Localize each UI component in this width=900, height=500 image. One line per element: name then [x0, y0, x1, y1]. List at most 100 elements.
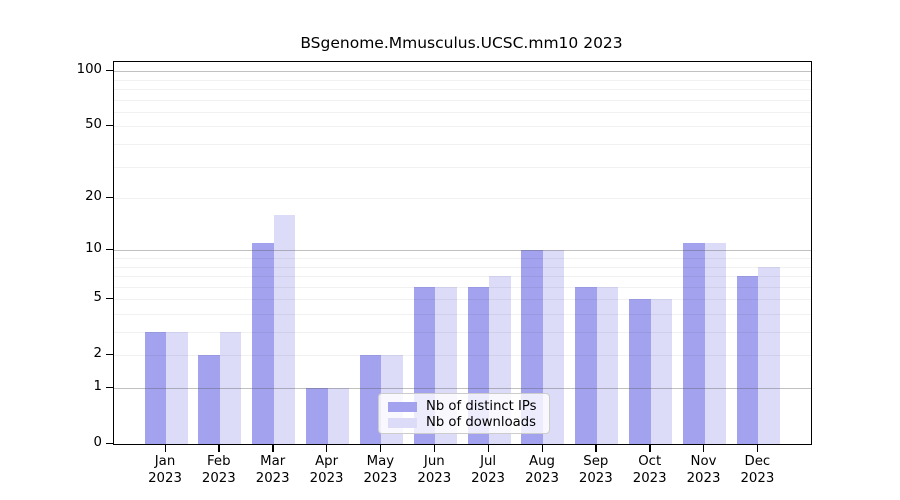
x-tick-label-jan: Jan 2023: [133, 453, 197, 487]
legend-swatch-distinct-ips: [388, 402, 417, 412]
x-tick-mark-dec: [756, 444, 759, 452]
x-tick-year: 2023: [686, 471, 721, 486]
bar-distinct-ips-sep: [575, 286, 597, 444]
gridline-minor-8: [114, 266, 811, 268]
gridline-minor-4: [114, 314, 811, 315]
gridline-major-100: [114, 71, 811, 73]
y-tick-mark-50: [106, 124, 113, 127]
x-tick-mark-mar: [272, 444, 274, 452]
x-tick-label-dec: Dec 2023: [725, 453, 789, 487]
gridline-major-10: [114, 250, 811, 252]
x-tick-year: 2023: [578, 471, 613, 486]
chart-title: BSgenome.Mmusculus.UCSC.mm10 2023: [300, 34, 623, 52]
y-tick-label-100: 100: [76, 62, 102, 78]
x-tick-month: Feb: [207, 454, 231, 469]
x-tick-year: 2023: [201, 471, 236, 486]
gridline-minor-9: [114, 258, 811, 259]
x-tick-label-feb: Feb 2023: [187, 453, 251, 487]
y-tick-mark-1: [106, 386, 113, 388]
x-tick-month: Jul: [480, 454, 497, 469]
x-tick-label-may: May 2023: [348, 453, 412, 487]
x-tick-mark-oct: [649, 444, 651, 452]
x-tick-label-nov: Nov 2023: [672, 453, 736, 487]
x-tick-label-oct: Oct 2023: [618, 453, 682, 487]
x-tick-label-apr: Apr 2023: [295, 453, 359, 487]
x-tick-mark-aug: [541, 444, 543, 452]
bar-distinct-ips-oct: [629, 299, 651, 444]
legend-item-distinct-ips: Nb of distinct IPs: [388, 399, 540, 415]
y-tick-label-0: 0: [93, 435, 102, 450]
x-tick-month: May: [366, 454, 395, 469]
x-tick-month: Mar: [260, 454, 286, 469]
bar-downloads-nov: [704, 243, 726, 444]
bar-downloads-feb: [219, 332, 242, 444]
bar-downloads-jan: [166, 332, 188, 444]
y-tick-mark-20: [106, 196, 113, 198]
x-tick-month: Jan: [154, 454, 176, 469]
gridlines-layer: [114, 62, 811, 444]
x-tick-mark-nov: [703, 444, 705, 452]
bar-downloads-oct: [650, 299, 673, 444]
x-tick-month: Dec: [744, 454, 771, 469]
x-tick-year: 2023: [309, 471, 344, 486]
plot-area: Nb of distinct IPs Nb of downloads: [113, 61, 812, 445]
x-tick-year: 2023: [417, 471, 452, 486]
y-tick-label-1: 1: [93, 379, 102, 394]
x-tick-mark-sep: [595, 444, 597, 452]
bar-distinct-ips-nov: [683, 243, 705, 444]
gridline-minor-70: [114, 99, 811, 101]
x-tick-month: Apr: [315, 454, 339, 469]
x-tick-mark-jan: [164, 444, 166, 452]
x-tick-month: Nov: [690, 454, 717, 469]
legend-swatch-downloads: [388, 418, 417, 428]
bar-distinct-ips-dec: [736, 276, 759, 444]
bar-distinct-ips-apr: [306, 388, 328, 444]
gridline-major-1: [114, 388, 811, 389]
x-tick-month: Jun: [423, 454, 445, 469]
y-tick-mark-2: [106, 353, 113, 356]
y-tick-label-2: 2: [93, 346, 102, 362]
gridline-minor-90: [114, 79, 811, 81]
x-tick-year: 2023: [740, 471, 775, 486]
x-tick-label-jul: Jul 2023: [456, 453, 520, 487]
x-tick-mark-may: [379, 444, 382, 452]
x-tick-label-aug: Aug 2023: [510, 453, 574, 487]
legend: Nb of distinct IPs Nb of downloads: [378, 393, 550, 434]
bar-downloads-sep: [596, 286, 619, 444]
x-tick-month: Sep: [583, 454, 609, 469]
gridline-minor-80: [114, 89, 811, 90]
x-tick-label-mar: Mar 2023: [241, 453, 305, 487]
gridline-minor-60: [114, 111, 811, 113]
bar-distinct-ips-may: [359, 355, 382, 444]
y-tick-label-50: 50: [85, 117, 102, 133]
x-tick-mark-apr: [326, 444, 328, 452]
bar-distinct-ips-mar: [252, 243, 274, 444]
bar-downloads-dec: [758, 266, 780, 444]
legend-item-downloads: Nb of downloads: [388, 415, 540, 431]
x-tick-mark-jun: [433, 444, 436, 452]
gridline-minor-2: [114, 355, 811, 357]
legend-label-distinct-ips: Nb of distinct IPs: [426, 399, 537, 414]
bar-downloads-apr: [327, 388, 350, 444]
x-tick-mark-feb: [218, 444, 220, 452]
bar-distinct-ips-jan: [144, 332, 166, 444]
x-tick-month: Aug: [529, 454, 555, 469]
gridline-minor-20: [114, 198, 811, 200]
gridline-minor-3: [114, 332, 811, 333]
y-tick-label-10: 10: [85, 241, 102, 257]
legend-label-downloads: Nb of downloads: [426, 415, 536, 430]
x-tick-year: 2023: [525, 471, 559, 486]
x-tick-label-sep: Sep 2023: [564, 453, 628, 487]
y-tick-label-5: 5: [93, 290, 102, 306]
gridline-minor-6: [114, 286, 811, 288]
gridline-minor-50: [114, 126, 811, 128]
x-tick-year: 2023: [632, 471, 667, 486]
bar-distinct-ips-feb: [198, 355, 220, 444]
gridline-minor-7: [114, 276, 811, 277]
y-tick-label-20: 20: [85, 189, 102, 205]
gridline-minor-30: [114, 166, 811, 168]
y-tick-mark-0: [106, 442, 113, 444]
x-tick-year: 2023: [255, 471, 290, 486]
x-tick-year: 2023: [148, 471, 182, 486]
